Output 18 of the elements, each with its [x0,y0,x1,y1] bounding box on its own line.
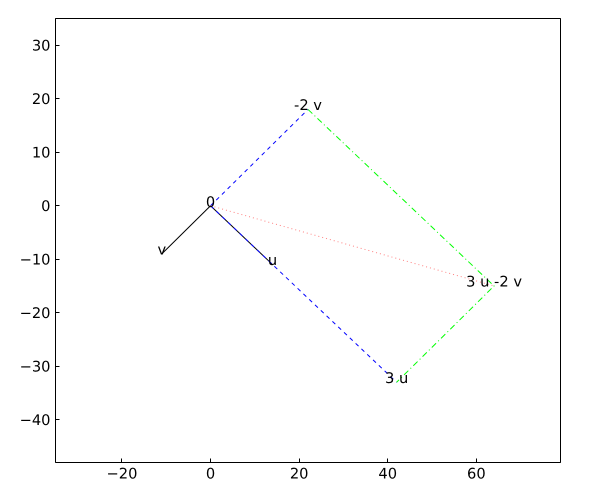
x-tick-label: 0 [206,466,216,482]
y-tick-label: −30 [20,358,51,376]
y-tick-label: −40 [20,412,51,430]
annotation: 3 u -2 v [466,273,522,290]
y-tick-label: 30 [32,38,51,55]
annotation: u [268,252,278,270]
annotation: 0 [206,194,216,212]
annotation: 3 u [384,370,408,387]
x-tick-label: 60 [467,466,486,482]
x-tick-label: 40 [378,466,398,482]
y-tick-label: 10 [32,144,51,162]
annotation: -2 v [294,96,322,114]
y-tick-label: 0 [41,198,51,216]
y-tick-label: −10 [20,252,51,269]
x-tick-label: −20 [106,466,138,482]
y-tick-label: 20 [32,91,51,108]
y-tick-label: −20 [20,305,51,322]
x-tick-label: 20 [290,466,308,482]
